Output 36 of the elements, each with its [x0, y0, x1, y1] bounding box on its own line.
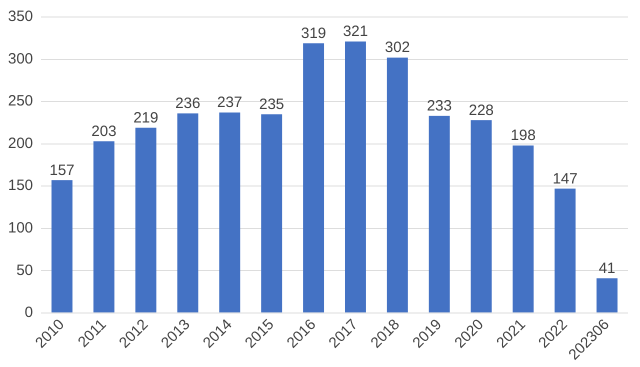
bar — [135, 128, 156, 312]
y-tick-label: 50 — [16, 262, 34, 279]
data-label: 236 — [175, 95, 200, 112]
y-tick-label: 200 — [8, 134, 34, 152]
y-tick-label: 350 — [8, 8, 34, 26]
bar — [596, 278, 618, 312]
data-label: 233 — [426, 98, 452, 115]
y-tick-label: 300 — [8, 50, 34, 68]
bar — [52, 180, 72, 312]
bar — [261, 114, 282, 312]
data-label: 235 — [259, 96, 284, 113]
bar — [177, 113, 198, 312]
data-label: 41 — [598, 260, 616, 277]
bar — [386, 58, 408, 312]
y-tick-label: 250 — [8, 92, 34, 110]
bar — [303, 43, 324, 312]
y-tick-label: 100 — [8, 219, 34, 236]
bar — [428, 116, 450, 312]
data-label: 219 — [133, 109, 158, 126]
bar — [219, 112, 240, 312]
y-tick-label: 0 — [24, 304, 34, 322]
data-label: 147 — [552, 170, 578, 188]
data-label: 237 — [217, 94, 242, 112]
bar — [93, 141, 114, 312]
bar — [344, 42, 366, 312]
data-label: 157 — [49, 162, 75, 179]
bar — [470, 120, 492, 312]
bar — [512, 145, 534, 312]
data-label: 198 — [510, 127, 536, 144]
data-label: 228 — [468, 102, 494, 119]
bar — [554, 188, 576, 312]
data-label: 319 — [301, 24, 326, 42]
data-label: 203 — [91, 122, 116, 140]
data-label: 302 — [384, 39, 410, 56]
y-tick-label: 150 — [8, 177, 34, 194]
data-label: 321 — [342, 23, 368, 40]
